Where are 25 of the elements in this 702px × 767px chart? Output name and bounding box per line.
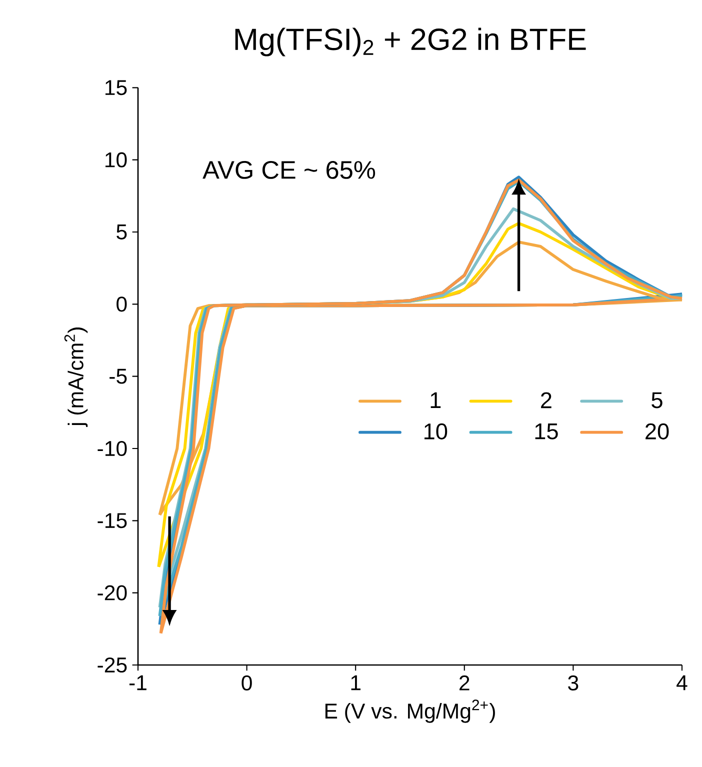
- x-tick-label: 4: [676, 675, 688, 690]
- y-tick-label: 15: [106, 80, 127, 96]
- legend-label: 2: [541, 392, 552, 408]
- legend-label: 10: [424, 423, 448, 440]
- x-axis-title: E (V vs. Mg/Mg$^{2+}$): [325, 700, 495, 723]
- x-tick-label: 3: [568, 675, 578, 690]
- annotation: AVG CE ~ 65%: [202, 160, 376, 179]
- x-tick-label: 1: [351, 675, 360, 690]
- x-tick-label: 0: [242, 675, 252, 690]
- y-tick-label: -15: [98, 513, 127, 528]
- y-tick-label: -25: [98, 657, 127, 673]
- y-tick-label: 5: [116, 224, 127, 240]
- y-tick-label: -20: [98, 585, 127, 600]
- legend-label: 5: [652, 392, 662, 408]
- legend-label: 1: [430, 392, 441, 408]
- y-tick-label: 10: [106, 152, 127, 168]
- y-axis-title: j (mA/cm$^{2}$): [64, 328, 88, 427]
- legend-label: 20: [646, 423, 669, 440]
- x-tick-label: -1: [129, 675, 146, 690]
- chart-title: Mg(TFSI)$_{2}$ + 2G2 in BTFE: [235, 28, 586, 56]
- y-tick-label: -10: [98, 440, 127, 456]
- y-tick-label: -5: [110, 368, 127, 384]
- legend-label: 15: [535, 424, 558, 440]
- y-tick-label: 0: [116, 296, 127, 312]
- x-tick-label: 2: [460, 675, 470, 690]
